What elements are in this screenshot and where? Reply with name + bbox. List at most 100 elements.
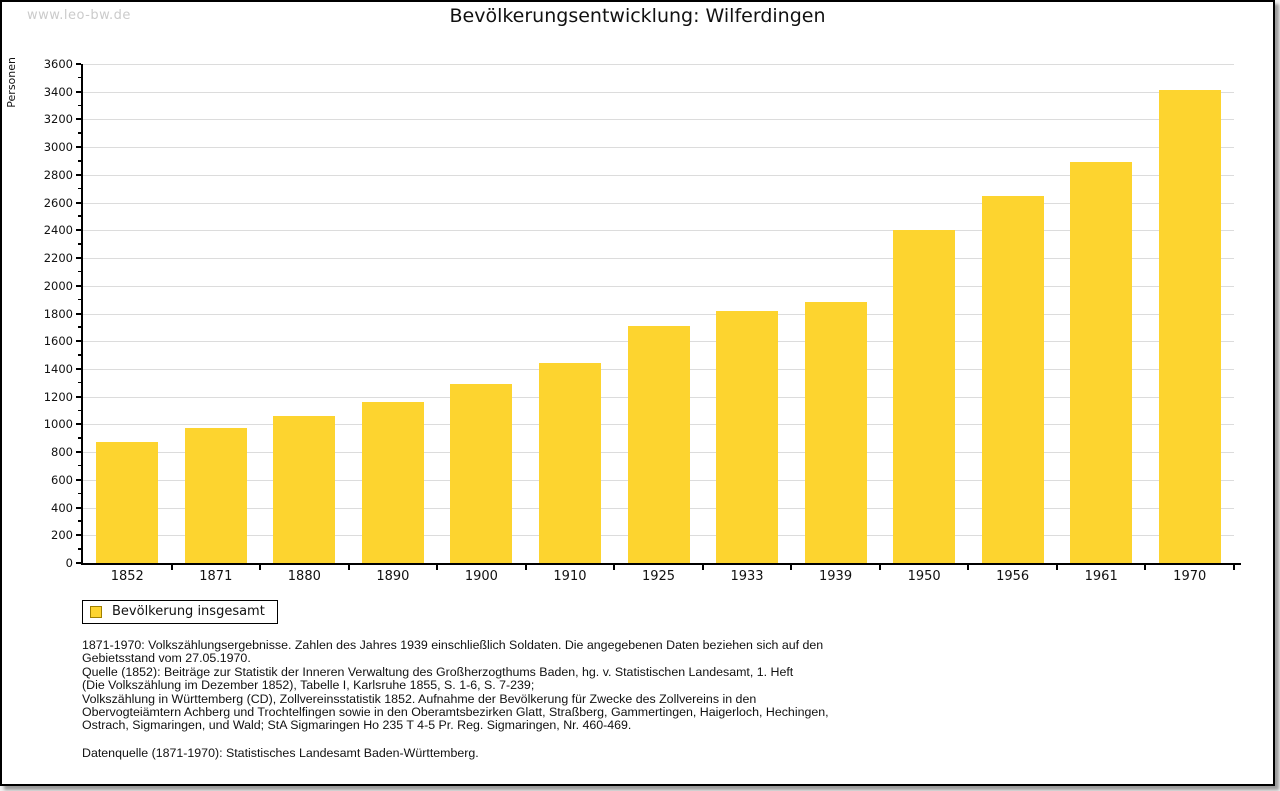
y-tick-label: 1000 <box>43 417 73 432</box>
bar-1910 <box>538 363 601 563</box>
y-minor-tick <box>78 548 81 550</box>
y-minor-tick <box>78 326 81 328</box>
y-major-tick <box>76 257 81 260</box>
legend-label: Bevölkerung insgesamt <box>112 604 265 619</box>
y-tick-label: 3600 <box>43 57 73 71</box>
x-tick <box>170 565 173 570</box>
bar-1890 <box>361 402 424 563</box>
y-axis-line <box>81 64 83 564</box>
footnotes: 1871-1970: Volkszählungsergebnisse. Zahl… <box>82 638 829 760</box>
y-tick-label: 2400 <box>43 223 73 238</box>
y-minor-tick <box>78 437 81 439</box>
y-tick-label: 1200 <box>43 389 73 404</box>
gridline <box>83 285 1234 287</box>
y-major-tick <box>76 423 81 426</box>
y-minor-tick <box>78 409 81 412</box>
y-tick-label: 2000 <box>43 278 73 293</box>
gridline <box>83 119 1234 121</box>
y-tick-label: 2800 <box>43 167 73 182</box>
gridline <box>83 91 1234 93</box>
x-axis-line <box>81 563 1241 565</box>
x-tick-label: 1970 <box>1173 569 1207 584</box>
y-minor-tick <box>78 520 81 522</box>
y-minor-tick <box>78 76 81 79</box>
bar-1939 <box>804 302 867 563</box>
y-minor-tick <box>78 270 81 273</box>
x-tick-label: 1871 <box>199 569 233 584</box>
bar-1900 <box>450 384 513 563</box>
y-tick-label: 3400 <box>43 84 73 99</box>
footnote-line: (Die Volkszählung im Dezember 1852), Tab… <box>82 678 535 693</box>
y-major-tick <box>76 229 81 232</box>
y-tick-label: 3200 <box>43 112 73 127</box>
footnote-line: Volkszählung in Württemberg (CD), Zollve… <box>82 691 757 706</box>
y-major-tick <box>76 63 81 65</box>
bar-1880 <box>273 416 336 563</box>
bar-1956 <box>981 195 1044 563</box>
x-tick <box>878 565 881 570</box>
y-minor-tick <box>78 381 81 384</box>
y-tick-label: 2200 <box>43 251 73 266</box>
legend: Bevölkerung insgesamt <box>82 600 278 624</box>
watermark: www.leo-bw.de <box>27 8 131 23</box>
y-tick-label: 400 <box>51 500 73 515</box>
footnote-line: Ostrach, Sigmaringen, und Wald; StA Sigm… <box>82 718 632 733</box>
x-tick <box>1144 565 1147 570</box>
y-tick-label: 2600 <box>43 195 73 210</box>
bar-1970 <box>1158 89 1221 563</box>
y-major-tick <box>76 478 81 481</box>
footnote-line: Quelle (1852): Beiträge zur Statistik de… <box>82 664 794 679</box>
y-tick-label: 1400 <box>43 361 73 376</box>
x-tick <box>347 565 350 570</box>
y-major-tick <box>76 395 81 398</box>
gridline <box>83 313 1234 315</box>
y-minor-tick <box>78 215 81 217</box>
x-tick-label: 1925 <box>641 569 676 584</box>
y-minor-tick <box>78 464 81 467</box>
x-tick-label: 1961 <box>1084 569 1118 584</box>
y-tick-label: 0 <box>65 556 73 570</box>
x-tick-label: 1933 <box>730 569 764 584</box>
y-major-tick <box>76 118 81 121</box>
x-tick-label: 1852 <box>110 569 144 584</box>
y-major-tick <box>76 340 81 343</box>
x-tick-label: 1890 <box>376 569 410 584</box>
datasource-line: Datenquelle (1871-1970): Statistisches L… <box>82 745 479 760</box>
x-tick <box>436 565 439 570</box>
x-tick <box>524 565 527 570</box>
y-tick-label: 3000 <box>43 140 73 155</box>
y-major-tick <box>76 146 81 149</box>
gridline <box>83 258 1234 260</box>
chart-title: Bevölkerungsentwicklung: Wilferdingen <box>449 5 826 27</box>
x-tick <box>613 565 616 570</box>
y-tick-label: 600 <box>51 472 73 487</box>
y-minor-tick <box>78 187 81 190</box>
y-minor-tick <box>78 132 81 134</box>
y-major-tick <box>76 451 81 454</box>
y-tick-label: 200 <box>51 528 73 543</box>
legend-swatch-icon <box>90 605 102 618</box>
y-major-tick <box>76 173 81 176</box>
y-tick-label: 1600 <box>43 334 73 349</box>
y-minor-tick <box>78 298 81 301</box>
bar-1871 <box>184 427 247 563</box>
x-tick <box>259 565 262 570</box>
x-tick <box>790 565 793 570</box>
bar-1933 <box>716 310 779 563</box>
y-axis-title: Personen <box>5 57 18 108</box>
y-minor-tick <box>78 243 81 245</box>
x-tick-label: 1900 <box>464 569 498 584</box>
x-tick-label: 1880 <box>287 569 321 584</box>
gridline <box>83 64 1234 65</box>
gridline <box>83 230 1234 232</box>
bar-1925 <box>627 325 690 563</box>
bar-1950 <box>893 230 956 563</box>
x-tick <box>967 565 970 570</box>
bar-1852 <box>96 442 159 563</box>
plot-area <box>83 64 1234 563</box>
y-major-tick <box>76 534 81 537</box>
x-tick <box>1055 565 1058 570</box>
x-tick-label: 1956 <box>996 569 1030 584</box>
y-major-tick <box>76 284 81 287</box>
